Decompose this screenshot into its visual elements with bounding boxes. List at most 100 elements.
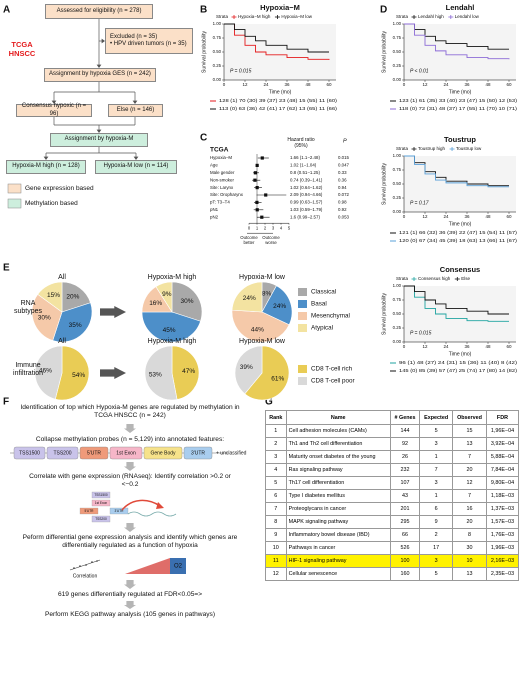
x-tick-label: 24 xyxy=(443,214,449,219)
feature-label: TSS1500 xyxy=(19,450,40,456)
p-value: 0.94 xyxy=(338,185,347,190)
x-axis-label: Time (mo) xyxy=(449,89,472,95)
p-value: 0.047 xyxy=(338,163,350,168)
table-row: 4 Ras signaling pathway 232 7 20 7,84E−04 xyxy=(265,463,520,477)
table-cell: 10 xyxy=(452,554,487,568)
y-tick-label: 0.25 xyxy=(393,325,402,330)
pie-slice xyxy=(244,345,290,401)
table-cell: 30 xyxy=(452,541,487,555)
x-axis-label: Time (mo) xyxy=(449,351,472,357)
legend-label: Basal xyxy=(311,301,327,308)
pie-label: 30% xyxy=(181,298,194,305)
table-cell: 3,92E−04 xyxy=(485,437,520,451)
hypoxia-wedge xyxy=(125,558,170,574)
row-label: Age xyxy=(210,163,218,168)
x-tick-label: 12 xyxy=(242,82,248,87)
table-cell: 66 xyxy=(389,528,421,542)
kegg-table: Rank Name # Genes Expected Observed FDR 1 Cell … xyxy=(265,410,520,581)
table-cell: Proteoglycans in cancer xyxy=(285,502,391,516)
y-tick-label: 0.25 xyxy=(213,63,222,68)
flow-box-text: Excluded (n = 35) xyxy=(110,33,158,40)
p-value: 0.015 xyxy=(338,155,350,160)
table-row: 3 Maturity onset diabetes of the young 26 1… xyxy=(265,450,520,464)
p-value: 0.98 xyxy=(338,200,347,205)
legend-label: Lendahl low xyxy=(455,14,480,19)
risk-table-row: 96 (1) 48 (27) 24 (31) 15 (36) 11 (40) 8… xyxy=(399,360,518,365)
scatter-dot xyxy=(79,565,81,567)
table-cell: 1,57E−03 xyxy=(485,515,520,529)
survival-curve xyxy=(224,23,329,53)
block-arrow xyxy=(100,306,126,318)
legend-swatch xyxy=(298,312,307,320)
risk-table-row: 118 (0) 72 (31) 48 (37) 17 (55) 11 (70) … xyxy=(399,106,518,111)
p-value: 0.36 xyxy=(338,177,347,182)
annotation: Outcome worse xyxy=(262,235,280,246)
panel-letter: E xyxy=(3,263,10,274)
scatter-dot xyxy=(91,561,93,563)
hazard-ratio-point xyxy=(260,215,264,219)
feature-box xyxy=(91,491,111,499)
legend-label: Toustrup low xyxy=(456,146,482,151)
table-cell: 5 xyxy=(419,424,454,438)
pie-slice xyxy=(52,302,93,343)
x-tick-label: 60 xyxy=(506,344,512,349)
x-tick-label: 60 xyxy=(506,82,512,87)
table-cell: 295 xyxy=(389,515,421,529)
column-header: Name xyxy=(285,410,391,425)
table-row: 5 Th17 cell differentiation 107 3 12 9,80E−04 xyxy=(265,476,520,490)
table-cell: 6 xyxy=(265,489,287,503)
hazard-ratio-label: 1.02 (1−1.04) xyxy=(290,163,317,168)
table-cell: 43 xyxy=(389,489,421,503)
legend-label: Toustrup high xyxy=(418,146,446,151)
x-tick-label: 24 xyxy=(443,344,449,349)
x-axis-label: Time (mo) xyxy=(269,89,292,95)
survival-curve xyxy=(404,285,509,315)
table-cell: Type I diabetes mellitus xyxy=(285,489,391,503)
pie-slice xyxy=(144,345,178,401)
legend-swatch xyxy=(298,300,307,308)
x-tick-label: 0 xyxy=(403,82,406,87)
pie-slice xyxy=(231,281,263,313)
plot-area xyxy=(404,24,516,80)
y-tick-label: 0.00 xyxy=(393,339,402,344)
y-tick-label: 0.50 xyxy=(393,181,402,186)
feature-box xyxy=(46,446,79,460)
diagram-label: Correlation xyxy=(73,573,98,579)
x-tick-label: 24 xyxy=(443,82,449,87)
pie-label: 30% xyxy=(38,314,51,321)
table-cell: 26 xyxy=(389,450,421,464)
hazard-ratio-point xyxy=(264,193,268,197)
y-tick-label: 0.75 xyxy=(393,167,402,172)
pie-slice xyxy=(155,281,173,314)
legend-label: Else xyxy=(461,276,470,281)
flow-box: Excluded (n = 35) • HPV driven tumors (n … xyxy=(105,28,193,54)
risk-table-row: 121 (1) 66 (32) 36 (39) 22 (47) 15 (54) … xyxy=(399,230,518,235)
table-cell: Ras signaling pathway xyxy=(285,463,391,477)
x-tick-label: 5 xyxy=(288,225,291,230)
correlation-line xyxy=(69,559,101,571)
pie-label: 39% xyxy=(240,364,253,371)
annotation: P = 0.015 xyxy=(410,330,432,336)
hazard-ratio-label: 1.02 (0.64−1.62) xyxy=(290,185,323,190)
table-cell: 8 xyxy=(265,515,287,529)
table-cell: 20 xyxy=(452,515,487,529)
x-tick-label: 36 xyxy=(284,82,290,87)
header-row: Rank Name # Genes Expected Observed FDR xyxy=(265,410,520,425)
column-header: # Genes xyxy=(389,410,421,425)
table-row: 6 Type I diabetes mellitus 43 1 7 1,18E−03 xyxy=(265,489,520,503)
y-tick-label: 0.25 xyxy=(393,195,402,200)
table-cell: 7 xyxy=(419,463,454,477)
arrow-head xyxy=(96,64,102,68)
row-label: Non-smoker xyxy=(210,177,234,182)
row-label: Male gender xyxy=(210,170,235,175)
table-cell: 92 xyxy=(389,437,421,451)
table-cell: Cell adhesion molecules (CAMs) xyxy=(285,424,391,438)
hazard-ratio-point xyxy=(253,171,257,175)
table-row: 12 Cellular senescence 160 5 13 2,35E−03 xyxy=(265,567,520,581)
x-tick-label: 0 xyxy=(248,225,251,230)
table-cell: 100 xyxy=(389,554,421,568)
table-cell: 201 xyxy=(389,502,421,516)
x-tick-label: 12 xyxy=(422,214,428,219)
y-tick-label: 1.00 xyxy=(393,283,402,288)
